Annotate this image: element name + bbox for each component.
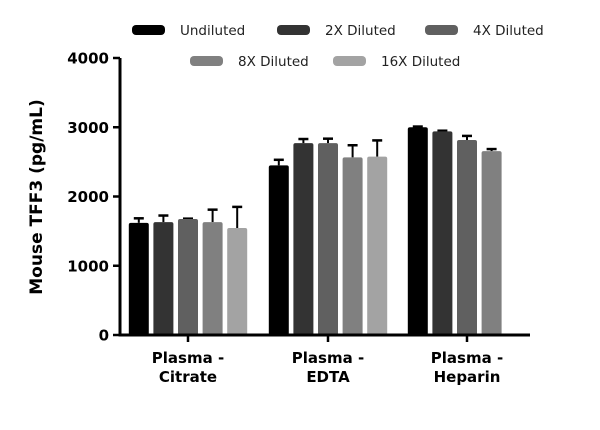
bar xyxy=(318,143,338,335)
legend-swatch xyxy=(132,25,165,35)
x-tick-label: Citrate xyxy=(159,368,217,386)
bar xyxy=(457,140,477,335)
legend-label: Undiluted xyxy=(180,23,245,39)
legend-label: 8X Diluted xyxy=(238,54,309,70)
bar xyxy=(367,156,388,335)
legend-label: 4X Diluted xyxy=(473,23,544,39)
x-tick-label: Heparin xyxy=(434,368,501,386)
bar xyxy=(268,165,289,335)
y-tick-label: 2000 xyxy=(67,188,109,206)
legend-swatch xyxy=(190,56,223,66)
bar xyxy=(178,219,198,335)
bar xyxy=(227,228,248,335)
y-tick-label: 0 xyxy=(99,327,109,345)
y-tick-label: 3000 xyxy=(67,119,109,137)
legend-swatch xyxy=(425,25,458,35)
legend-label: 2X Diluted xyxy=(325,23,396,39)
bar xyxy=(128,222,149,335)
bar xyxy=(202,222,223,335)
y-tick-label: 4000 xyxy=(67,50,109,68)
x-tick-label: Plasma - xyxy=(292,349,364,367)
legend: Undiluted 2X Diluted 4X Diluted 8X Diluted 1… xyxy=(132,23,544,70)
legend-label: 16X Diluted xyxy=(381,54,460,70)
x-tick-label: Plasma - xyxy=(152,349,224,367)
legend-swatch xyxy=(333,56,366,66)
x-tick-label: Plasma - xyxy=(431,349,503,367)
bar xyxy=(432,131,453,335)
legend-swatch xyxy=(277,25,310,35)
bar xyxy=(407,127,428,335)
bar xyxy=(153,222,174,335)
bar xyxy=(481,151,502,335)
y-axis-label: Mouse TFF3 (pg/mL) xyxy=(27,99,47,294)
x-tick-label: EDTA xyxy=(306,368,350,386)
bar xyxy=(342,157,363,335)
bars xyxy=(128,125,502,335)
y-tick-label: 1000 xyxy=(67,257,109,275)
bar xyxy=(293,143,314,335)
